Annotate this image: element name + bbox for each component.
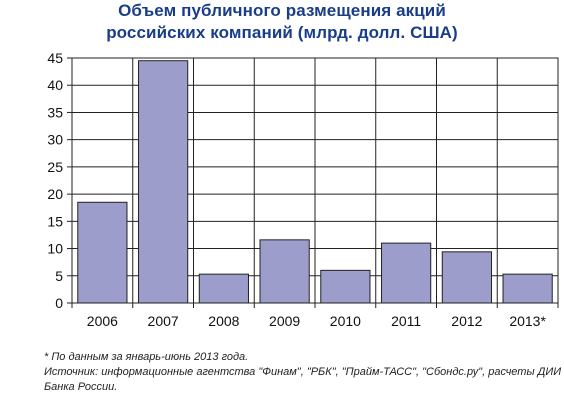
x-tick-label: 2007 bbox=[148, 313, 179, 329]
bar-2011 bbox=[381, 242, 432, 304]
y-tick-label: 5 bbox=[55, 268, 63, 284]
y-tick-label: 10 bbox=[47, 241, 63, 257]
x-tick-label: 2011 bbox=[391, 313, 421, 329]
bar-2013* bbox=[502, 273, 553, 304]
bar-2012 bbox=[441, 251, 492, 304]
plot-frame bbox=[71, 57, 559, 304]
source-line-1: Источник: информационные агентства "Фина… bbox=[44, 366, 562, 378]
chart-notes: * По данным за январь-июнь 2013 года. Ис… bbox=[44, 350, 562, 395]
y-tick-label: 0 bbox=[55, 295, 63, 311]
chart-title-line-1: Объем публичного размещения акций bbox=[118, 1, 446, 20]
x-tick-label: 2010 bbox=[330, 313, 361, 329]
bar-2007 bbox=[138, 60, 189, 304]
x-tick-label: 2008 bbox=[208, 313, 239, 329]
bar-2009 bbox=[259, 239, 310, 304]
x-tick-label: 2009 bbox=[269, 313, 300, 329]
chart-title-line-2: российских компаний (млрд. долл. США) bbox=[106, 23, 458, 42]
y-tick-label: 30 bbox=[47, 132, 63, 148]
source-line-2: Банка России. bbox=[44, 381, 118, 393]
y-tick-label: 35 bbox=[47, 104, 63, 120]
footnote: * По данным за январь-июнь 2013 года. bbox=[44, 351, 249, 363]
bar-2006 bbox=[77, 201, 128, 304]
chart-title: Объем публичного размещения акций россий… bbox=[0, 0, 564, 44]
bar-2010 bbox=[320, 269, 371, 304]
y-tick-label: 40 bbox=[47, 77, 63, 93]
bar-2008 bbox=[198, 273, 249, 304]
x-tick-label: 2013* bbox=[509, 313, 546, 329]
y-tick-label: 45 bbox=[47, 50, 63, 66]
y-tick-label: 15 bbox=[47, 213, 63, 229]
x-tick-label: 2012 bbox=[451, 313, 482, 329]
x-tick-label: 2006 bbox=[87, 313, 118, 329]
y-tick-label: 25 bbox=[47, 159, 63, 175]
y-tick-label: 20 bbox=[47, 186, 63, 202]
bar-chart: 0 5 10 15 20 25 30 35 40 45 2006 2007 2008 2009 2010 20… bbox=[47, 50, 559, 329]
